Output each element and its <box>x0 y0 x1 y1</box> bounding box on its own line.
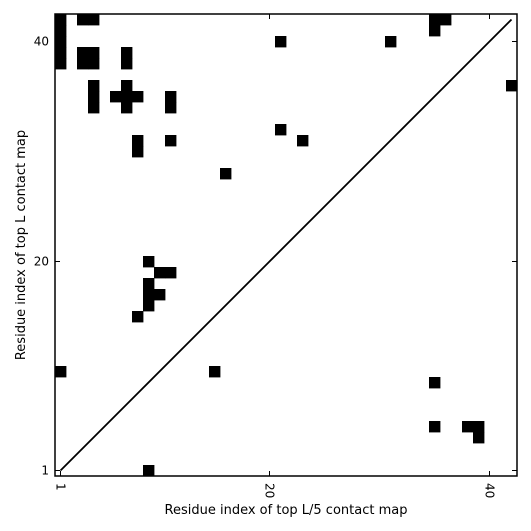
contact-cell <box>143 256 155 268</box>
contact-cell <box>55 14 67 26</box>
y-axis-label: Residue index of top L contact map <box>14 130 29 360</box>
x-tick-label: 1 <box>54 483 68 491</box>
contact-cell <box>429 25 441 37</box>
contact-cell <box>143 300 155 312</box>
x-tick-label: 20 <box>263 483 277 498</box>
contact-cell <box>440 14 452 26</box>
contact-cell <box>77 14 89 26</box>
contact-cell <box>110 91 122 103</box>
contact-cell <box>429 377 441 389</box>
contact-cell <box>165 135 177 147</box>
contact-cell <box>88 102 100 114</box>
contact-cell <box>121 58 133 70</box>
contact-cell <box>462 421 474 433</box>
y-tick-label: 40 <box>34 35 49 49</box>
contact-cell <box>165 102 177 114</box>
contact-cell <box>275 124 287 136</box>
x-tick-label: 40 <box>483 483 497 498</box>
contact-cell <box>88 58 100 70</box>
contact-cell <box>154 289 166 301</box>
contact-cell <box>297 135 309 147</box>
contact-cell <box>165 267 177 279</box>
contact-cell <box>473 421 485 433</box>
contact-cell <box>77 47 89 59</box>
contact-cell <box>429 421 441 433</box>
y-tick-label: 1 <box>41 464 49 478</box>
contact-cell <box>143 465 155 477</box>
contact-cell <box>88 14 100 26</box>
contact-cell <box>220 168 232 180</box>
contact-cell <box>88 80 100 92</box>
contact-cell <box>88 47 100 59</box>
contact-cells <box>55 14 518 477</box>
contact-cell <box>429 14 441 26</box>
contact-cell <box>132 135 144 147</box>
plot-frame <box>54 13 518 477</box>
contact-cell <box>132 311 144 323</box>
diagonal-line <box>59 18 513 472</box>
contact-cell <box>165 91 177 103</box>
contact-cell <box>121 47 133 59</box>
axis-ticks: 1 20 40 1 20 40 <box>34 14 517 498</box>
contact-cell <box>77 58 89 70</box>
contact-cell <box>506 80 518 92</box>
contact-cell <box>143 289 155 301</box>
contact-cell <box>154 267 166 279</box>
contact-cell <box>55 47 67 59</box>
contact-cell <box>385 36 397 48</box>
contact-cell <box>121 91 133 103</box>
contact-cell <box>473 432 485 444</box>
contact-cell <box>132 91 144 103</box>
contact-cell <box>55 58 67 70</box>
contact-cell <box>209 366 221 378</box>
contact-cell <box>121 80 133 92</box>
contact-cell <box>143 278 155 290</box>
y-tick-label: 20 <box>34 255 49 269</box>
contact-cell <box>121 102 133 114</box>
contact-cell <box>55 25 67 37</box>
contact-cell <box>275 36 287 48</box>
contact-cell <box>55 36 67 48</box>
contact-cell <box>55 366 67 378</box>
contact-cell <box>88 91 100 103</box>
contact-cell <box>132 146 144 158</box>
x-axis-label: Residue index of top L/5 contact map <box>165 503 408 518</box>
